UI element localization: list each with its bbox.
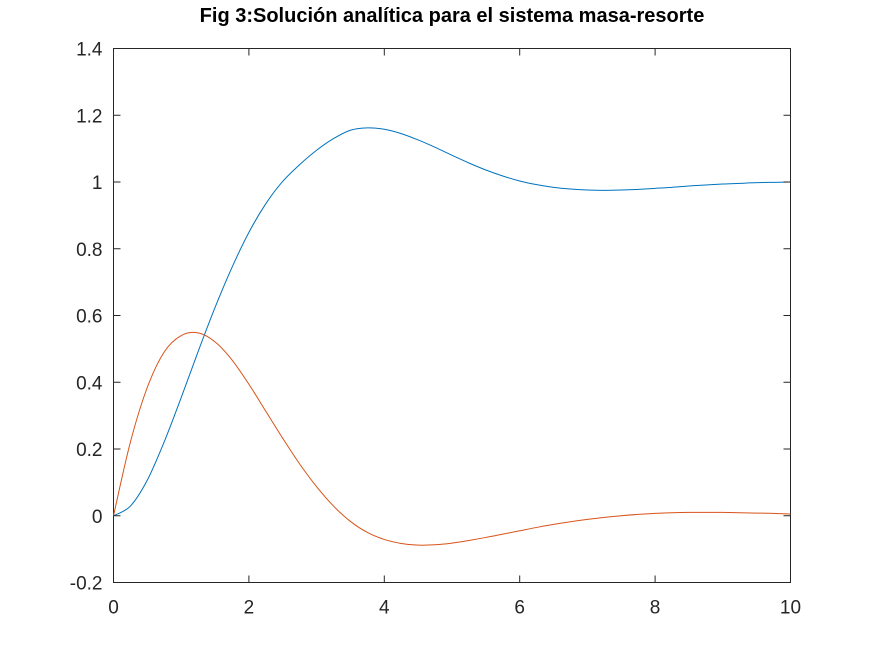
series-layer <box>113 127 791 546</box>
plot-area: 0 2 4 6 8 10 -0.200.20.40.60.811.21.4 <box>70 40 801 619</box>
x-tick-label: 0 <box>108 598 119 619</box>
y-tick-label: 0.8 <box>76 240 102 261</box>
x-tick-label: 2 <box>244 598 255 619</box>
y-tick-label: 0 <box>92 507 103 528</box>
x-tick-label: 6 <box>514 598 525 619</box>
x-axis: 0 2 4 6 8 10 <box>108 48 801 619</box>
axes-box <box>113 48 791 583</box>
x-tick-label: 10 <box>780 598 801 619</box>
y-tick-label: -0.2 <box>70 574 103 595</box>
x-tick-label: 4 <box>379 598 390 619</box>
chart-title: Fig 3:Solución analítica para el sistema… <box>200 5 705 27</box>
y-axis: -0.2 0 0.2 0.4 0.6 0.8 1 1.2 1.4 <box>70 40 791 595</box>
x-tick-label: 8 <box>650 598 661 619</box>
series-line-1 <box>113 127 791 517</box>
y-tick-label: 0.6 <box>76 307 102 328</box>
series-line-2 <box>113 331 791 546</box>
y-tick-label: 0.2 <box>76 440 102 461</box>
y-tick-label: 0.4 <box>76 373 103 394</box>
y-tick-label: 1.4 <box>76 40 103 61</box>
y-tick-label: 1.2 <box>76 106 102 127</box>
y-tick-label: 1 <box>92 173 103 194</box>
